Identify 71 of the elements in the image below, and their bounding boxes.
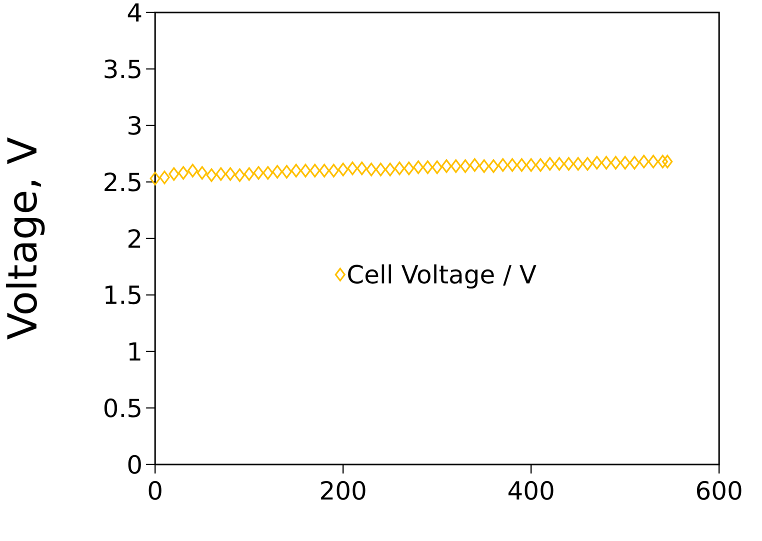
point [526,158,536,172]
point [516,158,527,172]
point [300,164,311,178]
y-tick-label: 1.5 [106,286,140,304]
y-tick-label: 0.5 [104,398,140,418]
y-tick-label: 2 [128,229,140,248]
point [413,160,424,174]
point [366,162,377,176]
point [610,156,621,170]
point [272,164,283,178]
point [629,156,640,170]
point [356,161,368,176]
point [572,156,584,171]
point [375,162,386,176]
y-tick-label: 0 [128,454,141,474]
point [563,156,574,171]
point [178,166,189,180]
x-tick-label: 0 [148,480,162,500]
legend-label: Cell Voltage / V [348,264,536,288]
point [159,170,170,184]
point [460,159,471,173]
y-tick-label: 1 [129,342,140,360]
point [196,166,208,180]
point [225,167,236,181]
point [262,166,274,180]
x-tick-label: 400 [508,480,554,500]
point [469,158,480,172]
point [488,159,499,173]
point [498,158,508,172]
point [347,161,358,176]
point [404,161,414,176]
point [535,158,546,172]
point [281,164,292,178]
point [592,156,602,170]
point [554,156,565,171]
point [338,162,348,176]
point [601,156,612,170]
x-tick-label: 200 [321,480,366,500]
y-tick-label: 2.5 [104,172,140,192]
point [422,160,433,174]
y-tick-label: 3.5 [104,59,140,78]
x-tick-label: 600 [696,480,742,500]
point [441,159,452,173]
point [384,162,396,176]
point [253,166,264,180]
point [620,156,630,170]
y-tick-label: 3 [128,116,141,135]
point [187,164,198,178]
y-tick-label: 4 [128,3,142,22]
point [662,154,673,168]
point [582,156,593,171]
point [638,154,650,168]
point [244,167,254,181]
point [657,154,668,168]
point [319,164,330,178]
point [394,161,405,176]
point [544,156,556,171]
point [150,172,160,186]
point [478,159,490,173]
point [432,160,442,174]
point [168,167,180,181]
point [450,159,462,173]
point [206,168,217,182]
point [328,164,339,178]
y-axis-title: Voltage, V [6,137,45,340]
point [507,158,518,172]
point [290,164,302,178]
point [216,167,226,181]
point [234,168,245,182]
point [310,164,320,178]
point [648,154,659,168]
